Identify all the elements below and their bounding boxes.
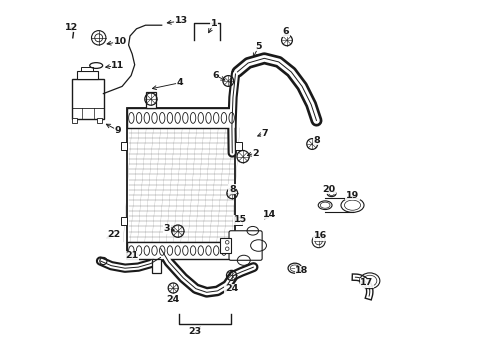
Text: 18: 18 — [295, 266, 308, 275]
Text: 6: 6 — [212, 71, 219, 80]
Text: 23: 23 — [188, 328, 201, 336]
Bar — [127, 242, 235, 259]
Text: 20: 20 — [322, 184, 335, 194]
Text: 3: 3 — [163, 224, 170, 233]
Text: 22: 22 — [106, 230, 120, 239]
Bar — [235, 217, 242, 225]
Bar — [121, 142, 127, 150]
Text: 8: 8 — [228, 184, 235, 194]
Text: 10: 10 — [114, 37, 126, 46]
Text: 4: 4 — [176, 78, 183, 87]
Bar — [121, 217, 127, 225]
Bar — [72, 79, 104, 119]
Text: 13: 13 — [175, 16, 188, 25]
Bar — [151, 259, 161, 273]
Text: 1: 1 — [210, 19, 217, 28]
Text: 9: 9 — [114, 126, 121, 135]
Text: 7: 7 — [261, 129, 267, 138]
Text: 19: 19 — [345, 191, 358, 199]
Bar — [127, 108, 235, 128]
Text: 17: 17 — [360, 278, 373, 287]
Bar — [97, 118, 102, 123]
Text: 21: 21 — [125, 251, 139, 260]
Bar — [145, 92, 156, 108]
Text: 16: 16 — [313, 231, 326, 240]
Circle shape — [91, 31, 106, 45]
Text: 24: 24 — [224, 284, 238, 293]
Text: 12: 12 — [65, 22, 78, 31]
Text: 14: 14 — [263, 210, 276, 219]
Bar — [77, 71, 98, 79]
Text: 2: 2 — [251, 149, 258, 158]
Bar — [72, 118, 77, 123]
Text: 24: 24 — [166, 295, 180, 304]
Bar — [235, 142, 242, 150]
FancyBboxPatch shape — [228, 231, 262, 260]
Bar — [220, 238, 230, 253]
Text: 11: 11 — [111, 61, 124, 70]
Text: 5: 5 — [255, 41, 262, 50]
Text: 8: 8 — [312, 136, 319, 145]
Text: 15: 15 — [233, 215, 246, 224]
Text: 6: 6 — [282, 27, 288, 36]
Circle shape — [311, 235, 325, 248]
Bar — [127, 108, 235, 259]
Bar — [81, 67, 93, 71]
